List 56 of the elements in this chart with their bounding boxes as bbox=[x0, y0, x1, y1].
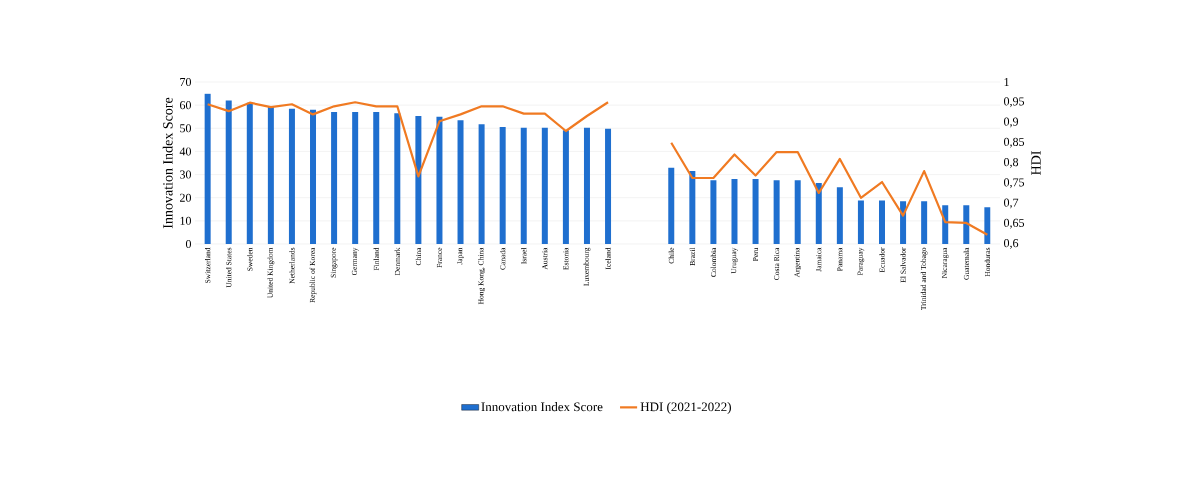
legend-label: Innovation Index Score bbox=[481, 402, 603, 412]
bar bbox=[267, 106, 274, 244]
y-tick-label: 30 bbox=[180, 170, 192, 179]
bar bbox=[331, 112, 338, 244]
bar bbox=[668, 167, 675, 244]
bar bbox=[288, 108, 295, 244]
y-tick-label: 20 bbox=[180, 193, 192, 202]
y-tick-label: 10 bbox=[180, 216, 192, 225]
bar bbox=[562, 130, 569, 244]
bar bbox=[689, 171, 696, 244]
y2-tick-label: 0,95 bbox=[1004, 97, 1025, 108]
bar bbox=[394, 113, 401, 244]
bar bbox=[225, 100, 232, 244]
bar bbox=[246, 102, 253, 244]
y2-tick-label: 0,85 bbox=[1004, 137, 1025, 148]
y2-tick-label: 1 bbox=[1004, 78, 1009, 86]
y-axis-title: Innovation Index Score bbox=[162, 97, 173, 229]
bar bbox=[836, 187, 843, 244]
y-tick-label: 40 bbox=[179, 147, 192, 156]
y2-tick-label: 0,75 bbox=[1004, 178, 1025, 189]
bar bbox=[583, 127, 590, 244]
bar bbox=[921, 201, 928, 244]
bar bbox=[731, 178, 738, 244]
bar bbox=[984, 207, 991, 244]
bar bbox=[963, 205, 970, 244]
y2-tick-label: 0,7 bbox=[1004, 198, 1019, 209]
bar bbox=[773, 180, 780, 244]
y-tick-label: 0 bbox=[185, 239, 192, 249]
y2-tick-label: 0,8 bbox=[1004, 158, 1019, 168]
bar bbox=[436, 116, 443, 244]
y2-tick-label: 0,6 bbox=[1004, 239, 1019, 249]
bar bbox=[204, 93, 211, 244]
y2-tick-label: 0,9 bbox=[1004, 117, 1019, 128]
bar bbox=[310, 109, 317, 244]
bar bbox=[541, 127, 548, 244]
bar bbox=[794, 180, 801, 244]
y-tick-label: 50 bbox=[180, 124, 192, 133]
bar bbox=[879, 200, 885, 244]
bar bbox=[352, 112, 359, 244]
legend-label: HDI (2021-2022) bbox=[640, 402, 731, 414]
bar bbox=[415, 116, 422, 244]
bar bbox=[857, 200, 864, 244]
bar bbox=[942, 205, 949, 244]
bar bbox=[710, 180, 717, 244]
bar bbox=[605, 128, 612, 244]
bar bbox=[752, 178, 759, 244]
bar bbox=[815, 182, 822, 244]
y2-tick-label: 0,65 bbox=[1004, 218, 1025, 229]
bar bbox=[520, 127, 527, 244]
bar bbox=[478, 124, 485, 244]
y2-axis-title: HDI bbox=[1031, 151, 1041, 176]
bar bbox=[499, 126, 506, 244]
bar bbox=[457, 120, 464, 244]
y-tick-label: 70 bbox=[180, 77, 192, 87]
bar bbox=[373, 112, 380, 244]
y-tick-label: 60 bbox=[179, 101, 192, 110]
